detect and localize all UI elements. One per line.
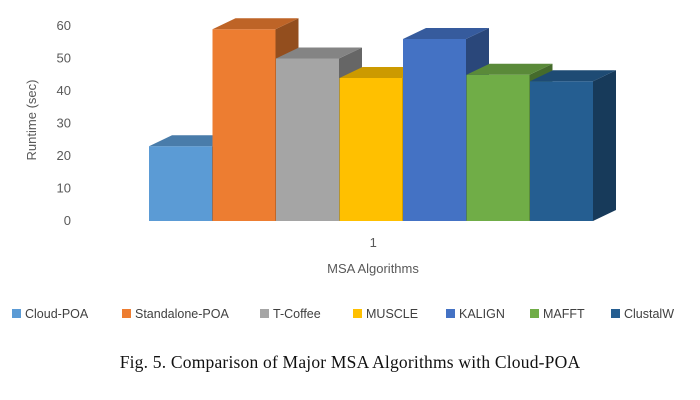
x-axis-ticks: 1	[370, 235, 377, 250]
legend-swatch	[353, 309, 362, 318]
y-tick-label: 10	[57, 181, 71, 196]
figure-caption: Fig. 5. Comparison of Major MSA Algorith…	[119, 352, 581, 372]
bar-front	[149, 146, 212, 221]
bar-top	[403, 28, 489, 39]
legend-label: Standalone-POA	[135, 307, 229, 321]
y-axis-label: Runtime (sec)	[24, 80, 39, 161]
legend-label: KALIGN	[459, 307, 505, 321]
legend-swatch	[446, 309, 455, 318]
y-tick-label: 20	[57, 148, 71, 163]
x-tick-label: 1	[370, 235, 377, 250]
legend-swatch	[260, 309, 269, 318]
y-axis-ticks: 0 10 20 30 40 50 60	[57, 18, 71, 228]
legend-item: KALIGN	[446, 307, 505, 321]
y-tick-label: 40	[57, 83, 71, 98]
bar-front	[276, 58, 339, 221]
legend-label: MUSCLE	[366, 307, 418, 321]
legend: Cloud-POA Standalone-POA T-Coffee MUSCLE KAL…	[12, 307, 674, 321]
bar-front	[212, 29, 276, 221]
x-axis-label: MSA Algorithms	[327, 261, 419, 276]
bar-front	[466, 74, 530, 221]
bar-chart: 0 10 20 30 40 50 60 1 Runtime (sec) MSA Algori…	[12, 18, 674, 321]
bar-top	[212, 18, 299, 30]
y-tick-label: 30	[57, 116, 71, 131]
legend-label: T-Coffee	[273, 307, 321, 321]
bar-clustalw	[530, 70, 616, 221]
legend-swatch	[122, 309, 131, 318]
bar-top	[466, 63, 553, 75]
legend-swatch	[12, 309, 21, 318]
legend-item: ClustalW	[611, 307, 674, 321]
bar-side	[593, 70, 616, 221]
legend-label: Cloud-POA	[25, 307, 89, 321]
legend-item: T-Coffee	[260, 307, 321, 321]
legend-label: ClustalW	[624, 307, 674, 321]
bar-front	[530, 81, 593, 221]
bar-top	[530, 70, 616, 82]
bar-top	[276, 47, 362, 59]
legend-swatch	[530, 309, 539, 318]
y-tick-label: 50	[57, 51, 71, 66]
bar-front	[403, 39, 466, 221]
legend-item: MAFFT	[530, 307, 585, 321]
bars-group	[149, 18, 616, 221]
legend-item: Standalone-POA	[122, 307, 229, 321]
bar-front	[339, 78, 403, 221]
legend-item: MUSCLE	[353, 307, 418, 321]
legend-item: Cloud-POA	[12, 307, 89, 321]
legend-label: MAFFT	[543, 307, 585, 321]
y-tick-label: 60	[57, 18, 71, 33]
y-tick-label: 0	[64, 213, 71, 228]
legend-swatch	[611, 309, 620, 318]
